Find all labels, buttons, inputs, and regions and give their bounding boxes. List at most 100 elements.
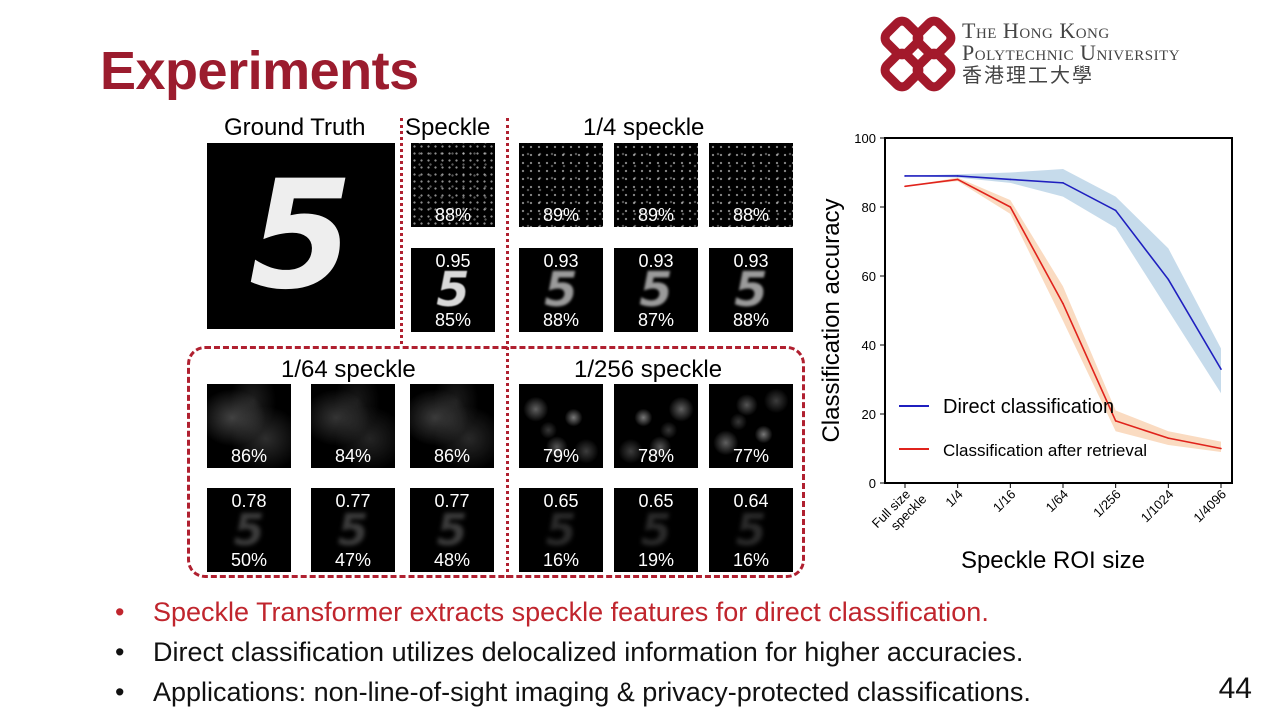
university-name-chinese: 香港理工大學 xyxy=(962,65,1094,87)
speckle-1-256-direct-accuracy: 77% xyxy=(732,446,770,466)
y-tick-label: 100 xyxy=(854,131,876,146)
data-point xyxy=(1114,209,1117,212)
plot-frame xyxy=(884,137,1233,484)
retrieval-1-256-correlation: 0.65 xyxy=(638,491,674,511)
retrieved-digit: 5 xyxy=(639,262,673,318)
bullet-mark: • xyxy=(115,597,125,627)
quarter-direct-accuracy: 88% xyxy=(732,205,770,225)
retrieval-1-256-correlation: 0.65 xyxy=(543,491,579,511)
bullet-list: • Speckle Transformer extracts speckle fe… xyxy=(115,592,1031,712)
y-tick-label: 60 xyxy=(862,269,876,284)
retrieval-1-64-accuracy: 48% xyxy=(433,550,471,570)
speckle-1-64-image: 86% xyxy=(207,384,291,468)
y-tick-label: 80 xyxy=(862,200,876,215)
retrieval-1-64-accuracy: 47% xyxy=(334,550,372,570)
speckle-retrieval-image: 5 0.95 85% xyxy=(411,248,495,332)
data-point xyxy=(1220,368,1222,370)
retrieval-1-256-accuracy: 16% xyxy=(542,550,580,570)
speckle-1-256-image: 79% xyxy=(519,384,603,468)
data-point xyxy=(956,178,959,181)
retrieval-1-64-image: 5 0.77 47% xyxy=(311,488,395,572)
x-tick-label: 1/4 xyxy=(942,487,965,510)
slide-title: Experiments xyxy=(100,41,419,101)
speckle-1-64-direct-accuracy: 86% xyxy=(433,446,471,466)
x-tick-label: 1/256 xyxy=(1090,487,1124,521)
accuracy-chart: 0 20 40 60 80 100 Full sizespeckle 1/4 1/16 1/64 1… xyxy=(818,131,1233,574)
speckle-correlation: 0.95 xyxy=(435,251,471,271)
retrieval-1-256-correlation: 0.64 xyxy=(733,491,769,511)
speckle-1-256-image: 77% xyxy=(709,384,793,468)
y-tick-label: 0 xyxy=(869,476,876,491)
quarter-retrieval-image: 5 0.93 88% xyxy=(519,248,603,332)
data-point xyxy=(904,175,906,177)
x-tick-label: Full sizespeckle xyxy=(869,481,930,542)
polyu-logo xyxy=(880,16,956,92)
retrieval-1-256-accuracy: 19% xyxy=(637,550,675,570)
data-point xyxy=(1167,278,1170,281)
retrieved-digit: 5 xyxy=(734,262,768,318)
data-point xyxy=(1114,420,1117,422)
retrieval-1-64-correlation: 0.77 xyxy=(434,491,470,511)
legend-label: Classification after retrieval xyxy=(943,441,1147,460)
data-point xyxy=(1062,302,1064,305)
data-point xyxy=(1009,206,1012,208)
retrieved-digit: 5 xyxy=(233,504,265,556)
speckle-1-256-direct-accuracy: 78% xyxy=(637,446,675,466)
bullet-mark: • xyxy=(115,637,125,667)
header-1-64-speckle: 1/64 speckle xyxy=(281,356,416,383)
retrieved-digit: 5 xyxy=(640,504,672,556)
speckle-1-64-direct-accuracy: 86% xyxy=(230,446,268,466)
quarter-retrieval-accuracy: 88% xyxy=(732,310,770,330)
speckle-direct-accuracy: 88% xyxy=(434,205,472,225)
quarter-speckle-image: 89% xyxy=(614,143,698,227)
data-point xyxy=(1167,437,1170,439)
speckle-1-64-direct-accuracy: 84% xyxy=(334,446,372,466)
quarter-correlation: 0.93 xyxy=(638,251,674,271)
series-band-0 xyxy=(905,169,1221,394)
speckle-1-256-direct-accuracy: 79% xyxy=(542,446,580,466)
data-point xyxy=(1009,178,1012,181)
retrieval-1-256-image: 5 0.64 16% xyxy=(709,488,793,572)
university-name-line2: Polytechnic University xyxy=(962,40,1181,65)
page-number: 44 xyxy=(1218,672,1252,705)
quarter-speckle-image: 89% xyxy=(519,143,603,227)
header-quarter-speckle: 1/4 speckle xyxy=(583,114,705,141)
retrieval-1-256-image: 5 0.65 19% xyxy=(614,488,698,572)
retrieval-1-64-correlation: 0.77 xyxy=(335,491,371,511)
retrieval-1-64-accuracy: 50% xyxy=(230,550,268,570)
header-1-256-speckle: 1/256 speckle xyxy=(574,356,723,383)
ground-truth-digit: 5 xyxy=(248,149,354,323)
university-name: The Hong Kong Polytechnic University 香港理… xyxy=(962,20,1180,88)
bullet-mark: • xyxy=(115,677,125,707)
university-name-line1: The Hong Kong xyxy=(962,18,1110,43)
quarter-direct-accuracy: 89% xyxy=(637,205,675,225)
bullet-item: • Direct classification utilizes delocali… xyxy=(115,632,1031,672)
quarter-retrieval-image: 5 0.93 87% xyxy=(614,248,698,332)
legend-label: Direct classification xyxy=(943,396,1114,418)
header-ground-truth: Ground Truth xyxy=(224,114,366,141)
retrieved-digit: 5 xyxy=(337,504,369,556)
quarter-retrieval-accuracy: 88% xyxy=(542,310,580,330)
retrieved-digit: 5 xyxy=(735,504,767,556)
data-point xyxy=(904,185,906,188)
x-tick-label: 1/64 xyxy=(1043,487,1072,516)
quarter-correlation: 0.93 xyxy=(543,251,579,271)
x-tick-label: 1/16 xyxy=(990,487,1019,516)
bullet-item: • Applications: non-line-of-sight imaging… xyxy=(115,672,1031,712)
series-band-1 xyxy=(905,177,1221,452)
speckle-1-64-image: 86% xyxy=(410,384,494,468)
ground-truth-image: 5 xyxy=(207,143,395,329)
retrieved-digit: 5 xyxy=(436,504,468,556)
y-tick-label: 40 xyxy=(862,338,876,353)
speckle-1-256-image: 78% xyxy=(614,384,698,468)
divider-dotted-left xyxy=(400,118,403,344)
retrieval-1-64-image: 5 0.77 48% xyxy=(410,488,494,572)
bullet-text: Applications: non-line-of-sight imaging … xyxy=(153,677,1031,707)
quarter-retrieval-image: 5 0.93 88% xyxy=(709,248,793,332)
retrieval-1-64-image: 5 0.78 50% xyxy=(207,488,291,572)
bullet-text: Direct classification utilizes delocaliz… xyxy=(153,637,1024,667)
bullet-text: Speckle Transformer extracts speckle fea… xyxy=(153,597,989,627)
y-tick-label: 20 xyxy=(862,407,876,422)
retrieval-1-64-correlation: 0.78 xyxy=(231,491,267,511)
retrieval-1-256-image: 5 0.65 16% xyxy=(519,488,603,572)
